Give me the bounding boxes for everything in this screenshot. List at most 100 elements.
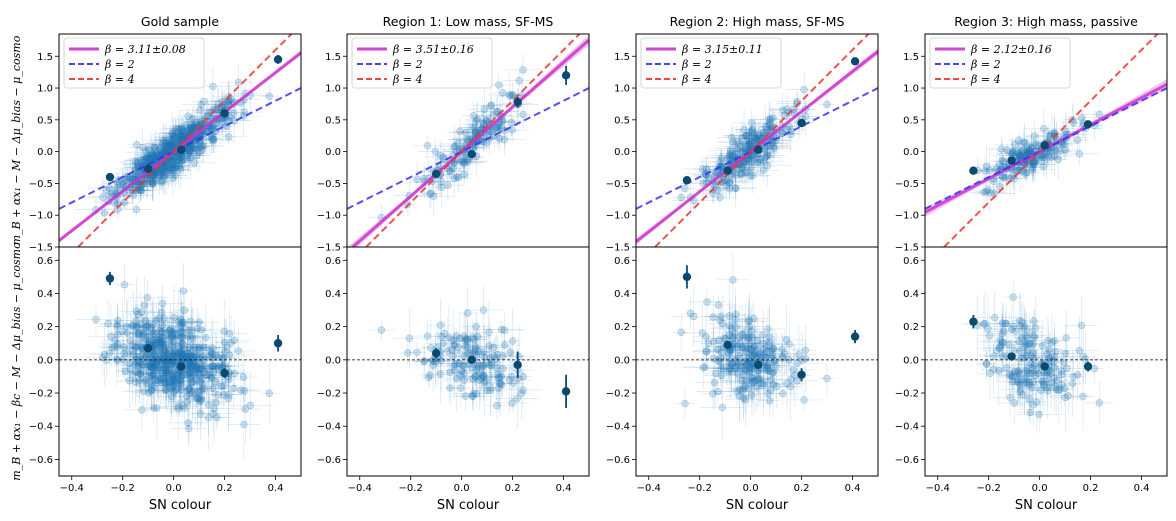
scatter-point [738, 148, 747, 156]
scatter-point [729, 276, 737, 284]
scatter-point [163, 332, 171, 340]
scatter-point [136, 342, 144, 350]
scatter-point [150, 364, 158, 373]
scatter-point [160, 314, 168, 323]
scatter-point [444, 347, 452, 355]
scatter-point [178, 350, 186, 358]
scatter-point [164, 378, 173, 386]
scatter-point [463, 309, 472, 317]
binned-point [431, 169, 441, 179]
scatter-point [738, 148, 746, 156]
scatter-point [135, 329, 143, 338]
scatter-point [219, 362, 227, 370]
scatter-point [185, 343, 193, 352]
scatter-point [169, 160, 178, 168]
scatter-point [142, 317, 150, 325]
scatter-point [197, 394, 205, 402]
scatter-point [220, 381, 228, 390]
scatter-point [437, 183, 446, 192]
scatter-point [159, 343, 167, 352]
scatter-point [197, 396, 206, 404]
scatter-point [158, 359, 167, 367]
scatter-point [748, 152, 756, 161]
scatter-point [142, 323, 150, 331]
scatter-point [180, 404, 189, 412]
scatter-point [158, 176, 167, 185]
scatter-point [741, 144, 750, 152]
scatter-point [749, 171, 757, 180]
scatter-point [239, 373, 248, 381]
scatter-point [751, 134, 760, 142]
scatter-point [161, 146, 170, 154]
scatter-point [752, 153, 761, 162]
scatter-point [113, 183, 121, 192]
scatter-point [738, 163, 746, 171]
scatter-point [747, 138, 755, 146]
scatter-point [161, 386, 169, 394]
scatter-point [187, 360, 195, 369]
bottom-y-tick-label: −0.2 [29, 389, 53, 400]
scatter-point [177, 157, 185, 165]
scatter-point [177, 351, 186, 359]
scatter-point [197, 387, 206, 395]
scatter-point [748, 125, 756, 134]
scatter-point [479, 306, 488, 314]
scatter-point [199, 352, 207, 361]
scatter-point [185, 147, 194, 155]
top-y-tick-label: 1.0 [37, 84, 53, 95]
scatter-point [183, 371, 192, 379]
scatter-point [142, 154, 151, 162]
scatter-point [172, 135, 180, 143]
scatter-point [137, 308, 146, 316]
scatter-point [203, 370, 212, 379]
scatter-point [184, 151, 192, 160]
scatter-point [471, 347, 479, 356]
scatter-point [182, 121, 190, 130]
top-y-tick-label: 0.5 [37, 115, 53, 126]
scatter-point [179, 323, 187, 331]
scatter-point [169, 337, 178, 346]
scatter-point [110, 343, 119, 351]
scatter-point [426, 190, 434, 198]
scatter-point [732, 172, 740, 180]
scatter-point [145, 154, 154, 162]
scatter-point [119, 355, 127, 363]
scatter-point [183, 398, 191, 406]
scatter-point [475, 347, 483, 356]
scatter-point [752, 135, 760, 143]
scatter-point [699, 179, 707, 188]
scatter-point [783, 105, 791, 113]
scatter-point [451, 142, 459, 150]
scatter-point [135, 369, 144, 377]
scatter-point [169, 382, 178, 390]
scatter-point [172, 387, 180, 395]
scatter-point [763, 152, 771, 160]
scatter-point [198, 374, 206, 382]
scatter-point [206, 348, 214, 356]
scatter-point [487, 361, 496, 370]
x-tick-label: 0.0 [454, 483, 470, 494]
scatter-point [487, 102, 495, 110]
scatter-point [131, 361, 139, 369]
scatter-point [479, 373, 488, 381]
scatter-point [162, 352, 171, 360]
scatter-point [151, 154, 159, 162]
bottom-scatter-layer [75, 262, 279, 459]
binned-point [467, 355, 477, 365]
scatter-point [754, 135, 762, 143]
scatter-point [463, 135, 471, 144]
scatter-point [111, 336, 119, 345]
scatter-point [190, 361, 198, 369]
scatter-point [158, 321, 167, 330]
scatter-point [195, 318, 203, 326]
scatter-point [460, 170, 468, 178]
scatter-point [469, 389, 477, 398]
scatter-point [735, 386, 744, 394]
scatter-point [177, 132, 185, 140]
scatter-point [718, 177, 727, 186]
scatter-point [151, 145, 160, 153]
scatter-point [210, 404, 218, 413]
scatter-point [204, 401, 213, 409]
scatter-point [145, 145, 153, 154]
